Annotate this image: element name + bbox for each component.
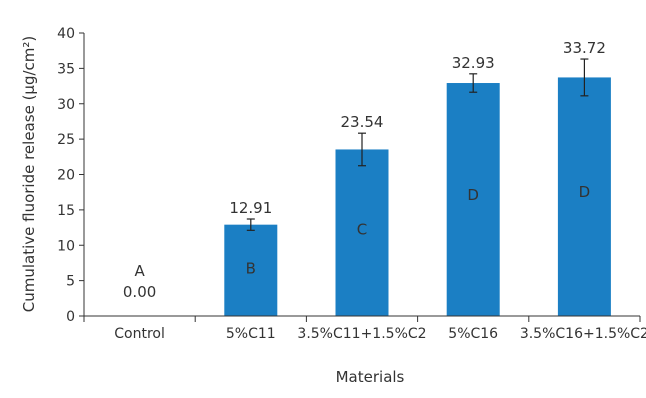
bar bbox=[446, 83, 500, 316]
group-letter: D bbox=[579, 183, 591, 201]
value-label: 23.54 bbox=[341, 113, 384, 131]
group-letter: C bbox=[357, 220, 367, 238]
y-ticks: 0 5 10 15 20 25 30 35 40 bbox=[57, 26, 84, 325]
x-tick-label: 3.5%C11+1.5%C2 bbox=[297, 326, 426, 342]
x-ticks: Control 5%C11 3.5%C11+1.5%C2 5%C16 3.5%C16+1… bbox=[83, 316, 646, 342]
y-tick-label: 25 bbox=[57, 132, 75, 148]
group-letter: B bbox=[246, 260, 256, 278]
x-axis-title: Materials bbox=[336, 368, 405, 386]
y-tick-label: 10 bbox=[57, 238, 75, 254]
x-tick-label: 5%C11 bbox=[226, 326, 276, 342]
value-label: 33.72 bbox=[563, 39, 606, 57]
y-tick-label: 35 bbox=[57, 61, 75, 77]
y-tick-label: 20 bbox=[57, 168, 75, 184]
x-tick-label: Control bbox=[114, 326, 165, 342]
value-label: 12.91 bbox=[229, 199, 272, 217]
y-tick-label: 0 bbox=[66, 309, 75, 325]
y-tick-label: 30 bbox=[57, 97, 75, 113]
bar bbox=[557, 77, 611, 316]
value-labels: 0.00 A 12.91 B 23.54 C 32.93 D 33.72 D bbox=[123, 39, 606, 301]
y-tick-label: 40 bbox=[57, 26, 75, 42]
y-axis-title: Cumulative fluoride release (µg/cm²) bbox=[20, 36, 38, 313]
bar bbox=[224, 224, 278, 316]
value-label: 0.00 bbox=[123, 283, 156, 301]
bars-layer bbox=[224, 77, 611, 316]
x-tick-label: 3.5%C16+1.5%C2 bbox=[520, 326, 646, 342]
y-tick-label: 5 bbox=[66, 274, 75, 290]
y-tick-label: 15 bbox=[57, 203, 75, 219]
group-letter: D bbox=[467, 186, 479, 204]
bar bbox=[335, 149, 389, 316]
x-tick-label: 5%C16 bbox=[448, 326, 498, 342]
value-label: 32.93 bbox=[452, 54, 495, 72]
group-letter: A bbox=[134, 262, 145, 280]
